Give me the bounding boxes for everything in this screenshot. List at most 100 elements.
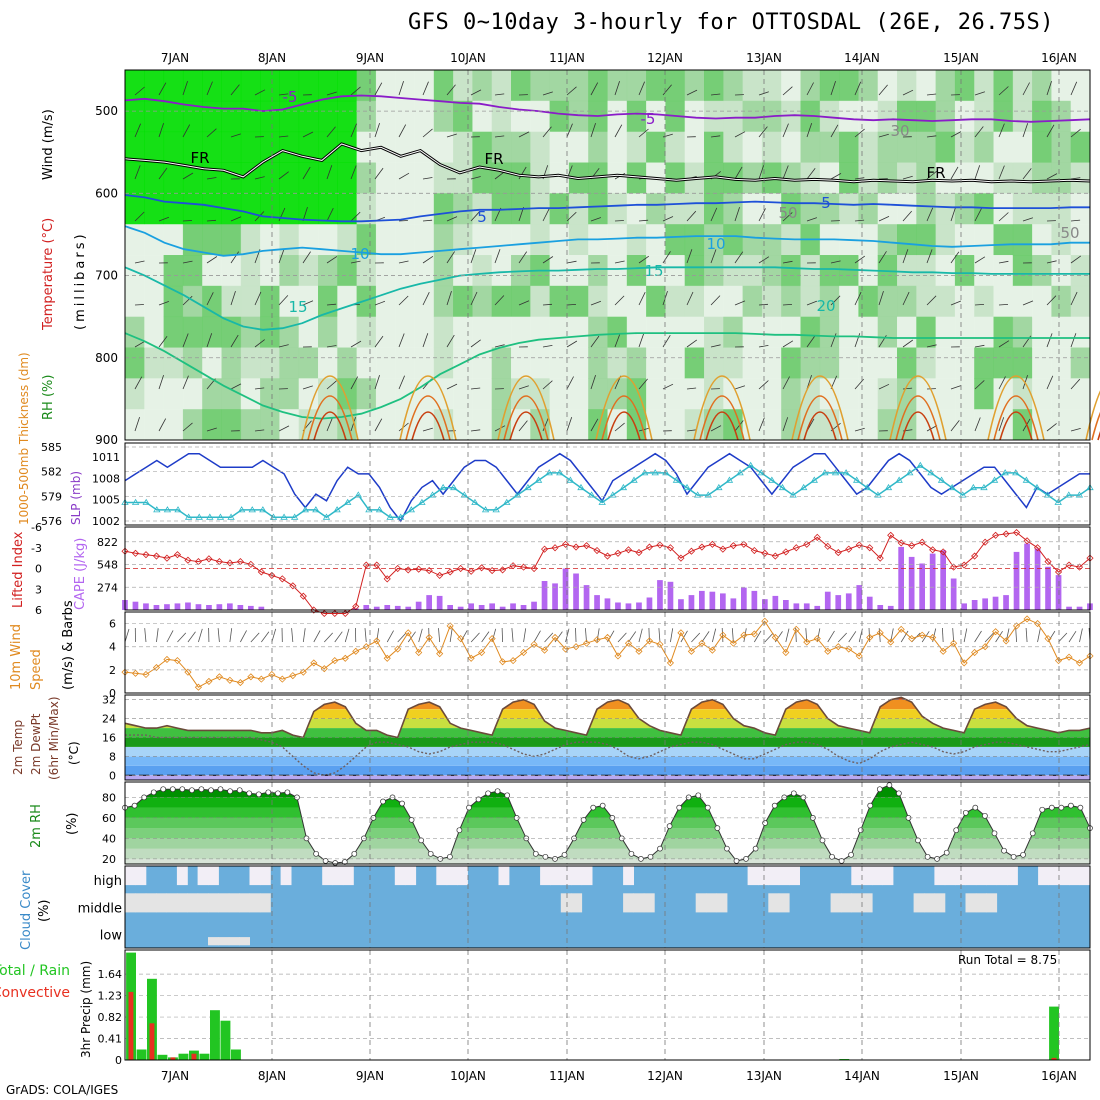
rh-shade-cell <box>626 347 647 379</box>
wind-barb-upper <box>902 249 909 264</box>
panel-frame-cape <box>124 526 1091 611</box>
cloud-cell-high <box>249 866 261 886</box>
wind-barb-10m <box>617 632 627 643</box>
cloud-cell-middle <box>986 893 998 913</box>
rh-shade-cell <box>607 347 628 379</box>
rh-shade-cell <box>935 347 956 379</box>
rh-shade-cell <box>395 316 415 348</box>
wind-barb-upper <box>614 333 621 348</box>
wind-barb-10m <box>554 631 563 643</box>
cloud-cell-high <box>1038 866 1049 886</box>
lifted-index-point <box>457 564 465 573</box>
wind-barb-upper <box>926 135 937 138</box>
wind-barb-upper <box>230 290 236 306</box>
date-label-top: 10JAN <box>450 51 486 65</box>
wind-speed-point <box>404 629 412 637</box>
wind-barb-upper <box>158 167 168 180</box>
lifted-index-point <box>278 575 286 583</box>
thickness-point <box>439 483 447 491</box>
cloud-cell-high <box>1079 866 1091 886</box>
rh-point <box>1039 806 1046 813</box>
thickness-point <box>895 476 903 483</box>
rh-point <box>475 796 482 803</box>
cape-bar <box>741 587 747 610</box>
rh-shade-cell <box>781 193 801 225</box>
rh-shade-cell <box>974 347 994 379</box>
wind-barb-upper <box>590 82 599 96</box>
cloud-cell-middle <box>156 893 167 913</box>
rh-shade-cell <box>337 100 358 133</box>
cape-bar <box>1055 575 1062 610</box>
wind-barb-upper <box>374 82 383 96</box>
cape-bar <box>132 601 139 610</box>
cape-bar <box>363 605 370 610</box>
wind-speed-point <box>834 643 842 651</box>
rh-shade-cell <box>646 285 666 318</box>
cape-bar <box>678 599 684 610</box>
rh-shade-cell <box>588 316 608 348</box>
rh-shade-cell <box>511 162 531 194</box>
rh-point <box>1068 802 1074 809</box>
thickness-point <box>906 469 914 476</box>
date-label-top: 7JAN <box>161 51 189 65</box>
wind-barb-upper <box>494 135 505 138</box>
precip-total-bar <box>1049 1006 1059 1060</box>
precip-axis-label: 3hr Precip (mm) <box>79 961 93 1058</box>
wind-barb-upper <box>686 89 698 96</box>
wind-barb-10m <box>177 632 187 643</box>
rh-shade-cell <box>182 285 203 318</box>
thickness-point <box>619 483 628 491</box>
rh-shade-cell <box>279 347 300 379</box>
cloud-cell-high <box>861 866 873 886</box>
rh-shade-cell <box>916 378 937 410</box>
rh-axis-label: 2m RH <box>29 804 44 848</box>
wind-barb-upper <box>758 417 765 432</box>
wind-barb-upper <box>470 291 478 306</box>
lifted-index-point <box>247 560 255 568</box>
wind-barb-upper <box>158 374 164 390</box>
rh-shade-cell <box>530 285 551 318</box>
wind-barb-upper <box>446 133 457 138</box>
lifted-index-point <box>467 567 475 575</box>
rh-shade-cell <box>260 193 280 225</box>
thickness-point <box>778 483 787 491</box>
wind-barb-upper <box>1070 219 1081 222</box>
thickness-point <box>259 506 267 513</box>
rh-shade-cell <box>453 193 473 225</box>
cape-bar <box>195 604 202 610</box>
cloud-cell-high <box>498 866 510 886</box>
cape-tick-label: 548 <box>97 559 118 572</box>
lifted-index-point <box>750 546 758 555</box>
rh-shade-cell <box>974 255 994 287</box>
rh-point <box>561 851 568 858</box>
temp-axis-label-2: 2m DewPt <box>29 713 43 775</box>
lifted-index-point <box>719 545 727 553</box>
cloud-cell-low <box>218 937 230 946</box>
cape-bar <box>1045 566 1051 610</box>
lifted-index-point <box>929 546 937 554</box>
thickness-point <box>746 461 755 468</box>
rh-shade-cell <box>318 100 338 133</box>
precip-ylabel: 3hr Precip (mm) <box>79 961 93 1058</box>
wind-barb-upper <box>974 91 986 96</box>
lifted-index-point <box>1033 544 1042 552</box>
rh-shade-cell <box>298 255 319 287</box>
rh-point <box>418 837 425 844</box>
wind-speed-point <box>845 645 853 653</box>
thickness-point <box>715 483 723 491</box>
wind-barb-10m <box>963 628 968 643</box>
rh-shade-cell <box>414 162 435 194</box>
rh-shade-cell <box>1051 193 1072 225</box>
date-label-top: 15JAN <box>943 51 979 65</box>
rh-shade-cell <box>221 224 242 256</box>
cloud-cell-middle <box>560 893 572 913</box>
wind-barb-upper <box>806 335 816 348</box>
cloud-cell-high <box>623 866 634 886</box>
wind-barb-upper <box>854 219 865 222</box>
rh-shade-cell <box>626 224 647 256</box>
cloud-cell-high <box>581 866 593 886</box>
cloud-cell-high <box>394 866 406 886</box>
rh-shade-cell <box>144 131 165 163</box>
rh-point <box>542 853 549 860</box>
lifted-index-point <box>582 542 591 550</box>
